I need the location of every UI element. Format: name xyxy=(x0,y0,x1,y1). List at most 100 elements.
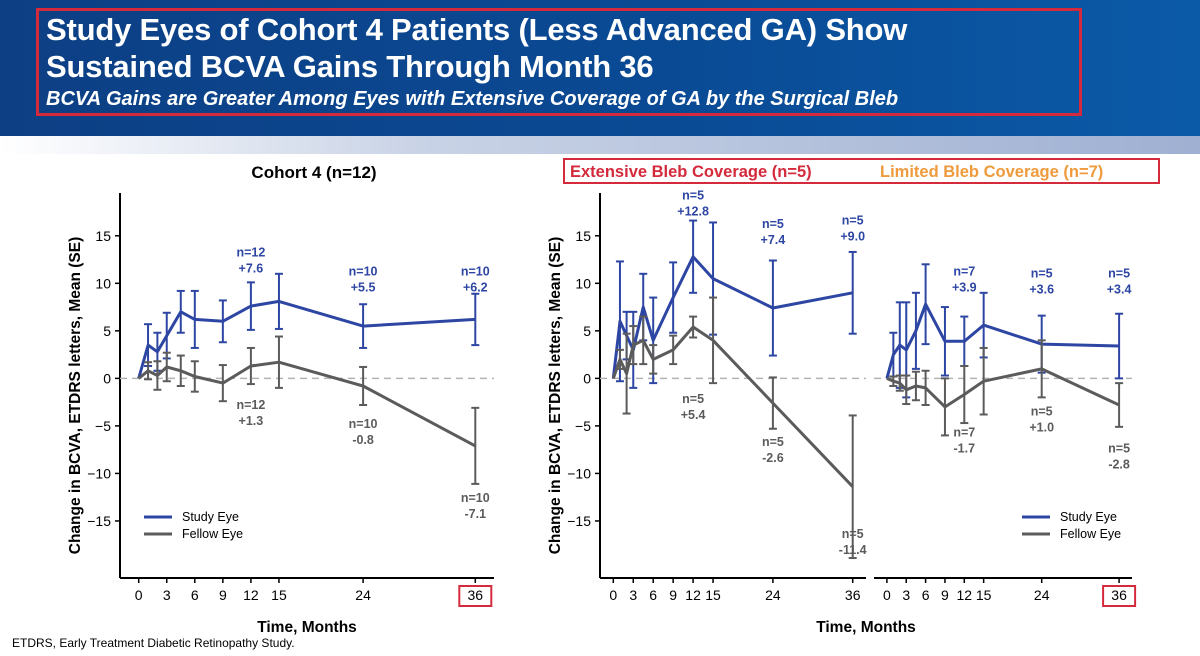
chart-panel-2 xyxy=(595,193,866,583)
legend-label-study: Study Eye xyxy=(182,510,239,524)
x-tick-label: 24 xyxy=(355,587,371,603)
fellow-eye-line xyxy=(137,360,477,448)
y-tick-label: −15 xyxy=(87,513,111,529)
x-tick-label: 15 xyxy=(705,587,721,603)
data-label-value: -2.6 xyxy=(762,451,784,465)
x-tick-label: 36 xyxy=(845,587,861,603)
x-tick-label: 12 xyxy=(243,587,259,603)
chart-panel-3 xyxy=(874,263,1137,607)
data-label-value: +6.2 xyxy=(463,281,488,295)
fellow-eye-line xyxy=(886,367,1120,409)
chart-panel-1 xyxy=(115,193,494,607)
y-tick-label: 0 xyxy=(583,370,591,386)
x-tick-label: 3 xyxy=(163,587,171,603)
legend-label-fellow: Fellow Eye xyxy=(1060,527,1121,541)
data-label-value: -0.8 xyxy=(352,433,374,447)
data-label-n: n=5 xyxy=(762,217,784,231)
y-tick-label: 5 xyxy=(583,323,591,339)
x-tick-highlight-box xyxy=(1102,585,1137,607)
y-tick-label: 15 xyxy=(575,228,591,244)
data-label-value: +5.4 xyxy=(681,408,706,422)
slide-title-line2: Sustained BCVA Gains Through Month 36 xyxy=(46,49,654,84)
y-tick-label: 10 xyxy=(575,275,591,291)
title-highlight-box xyxy=(36,8,1082,116)
data-label-n: n=5 xyxy=(1108,442,1130,456)
footnote: ETDRS, Early Treatment Diabetic Retinopa… xyxy=(12,636,295,650)
data-label-value: -2.8 xyxy=(1108,458,1130,472)
x-tick-label: 15 xyxy=(271,587,287,603)
x-tick-label: 36 xyxy=(1111,587,1127,603)
y-tick-label: −15 xyxy=(567,513,591,529)
data-label-n: n=5 xyxy=(1031,404,1053,418)
banner-fade xyxy=(0,136,1200,154)
data-label-n: n=10 xyxy=(349,417,378,431)
slide-subtitle: BCVA Gains are Greater Among Eyes with E… xyxy=(46,88,899,110)
x-tick-label: 12 xyxy=(685,587,701,603)
x-tick-label: 0 xyxy=(135,587,143,603)
x-tick-label: 3 xyxy=(902,587,910,603)
data-label-n: n=10 xyxy=(349,265,378,279)
x-tick-label: 6 xyxy=(649,587,657,603)
data-label-n: n=5 xyxy=(762,435,784,449)
study-eye-line xyxy=(885,302,1120,379)
data-label-value: +1.0 xyxy=(1029,420,1054,434)
x-tick-label: 3 xyxy=(629,587,637,603)
data-label-n: n=7 xyxy=(953,425,975,439)
data-label-value: -11.4 xyxy=(839,543,867,557)
study-eye-line xyxy=(611,255,853,379)
x-axis-label-left: Time, Months xyxy=(257,619,357,636)
x-tick-label: 9 xyxy=(941,587,949,603)
y-tick-label: 10 xyxy=(95,275,111,291)
x-tick-label: 6 xyxy=(922,587,930,603)
data-label-n: n=5 xyxy=(1031,267,1053,281)
x-tick-label: 6 xyxy=(191,587,199,603)
y-axis-label: Change in BCVA, ETDRS letters, Mean (SE) xyxy=(67,237,84,555)
x-tick-label: 24 xyxy=(765,587,781,603)
x-tick-label: 0 xyxy=(609,587,617,603)
y-tick-label: −5 xyxy=(575,418,591,434)
y-tick-label: −10 xyxy=(567,465,591,481)
right-header-box xyxy=(563,158,1160,184)
data-label-n: n=5 xyxy=(682,392,704,406)
legend-label-study: Study Eye xyxy=(1060,510,1117,524)
y-tick-label: −5 xyxy=(95,418,111,434)
data-label-n: n=10 xyxy=(461,491,490,505)
y-axis-label: Change in BCVA, ETDRS letters, Mean (SE) xyxy=(547,237,564,555)
study-eye-line xyxy=(137,299,476,379)
data-label-n: n=5 xyxy=(682,189,704,203)
data-label-value: +1.3 xyxy=(239,414,264,428)
y-tick-label: 5 xyxy=(103,323,111,339)
y-tick-label: 15 xyxy=(95,228,111,244)
data-label-value: +3.9 xyxy=(952,281,977,295)
data-label-value: +7.4 xyxy=(761,233,786,247)
x-tick-highlight-box xyxy=(458,585,493,607)
limited-coverage-label: Limited Bleb Coverage (n=7) xyxy=(880,163,1103,181)
data-label-value: -1.7 xyxy=(954,441,976,455)
slide-title-line1: Study Eyes of Cohort 4 Patients (Less Ad… xyxy=(46,12,908,47)
x-tick-label: 9 xyxy=(219,587,227,603)
data-label-value: +7.6 xyxy=(239,262,264,276)
y-tick-label: −10 xyxy=(87,465,111,481)
y-tick-label: 0 xyxy=(103,370,111,386)
x-tick-label: 0 xyxy=(883,587,891,603)
data-label-value: +5.5 xyxy=(351,281,376,295)
data-label-n: n=5 xyxy=(842,527,864,541)
data-label-value: +3.6 xyxy=(1029,283,1054,297)
data-label-value: +3.4 xyxy=(1107,283,1132,297)
data-label-n: n=5 xyxy=(842,213,864,227)
x-tick-label: 36 xyxy=(468,587,484,603)
data-label-n: n=10 xyxy=(461,265,490,279)
data-label-n: n=5 xyxy=(1108,267,1130,281)
data-label-value: +9.0 xyxy=(840,229,865,243)
extensive-coverage-label: Extensive Bleb Coverage (n=5) xyxy=(570,163,812,181)
fellow-eye-line xyxy=(611,325,854,488)
x-tick-label: 15 xyxy=(976,587,992,603)
data-label-value: +12.8 xyxy=(677,205,709,219)
data-label-n: n=12 xyxy=(236,398,265,412)
legend-label-fellow: Fellow Eye xyxy=(182,527,243,541)
x-tick-label: 9 xyxy=(669,587,677,603)
data-label-n: n=12 xyxy=(236,246,265,260)
x-axis-label-right: Time, Months xyxy=(816,619,916,636)
x-tick-label: 12 xyxy=(957,587,973,603)
